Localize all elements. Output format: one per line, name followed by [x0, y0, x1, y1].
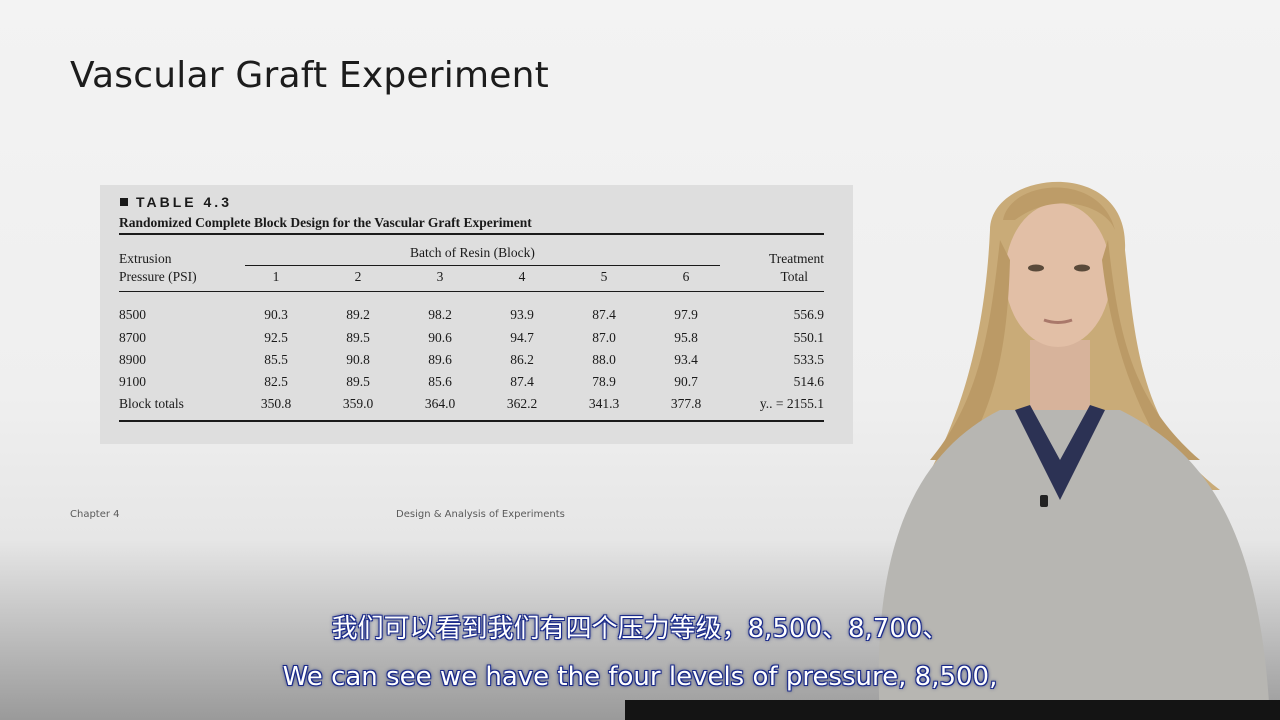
row-total: 514.6 [793, 374, 824, 389]
table-cell: 98.2 [428, 307, 452, 322]
mouth [1043, 318, 1073, 324]
shirt-collar [1015, 405, 1105, 500]
group-header-rule [245, 265, 720, 266]
block-header-2: 2 [354, 269, 362, 284]
neck [1030, 340, 1090, 420]
table-cell: 97.9 [674, 307, 698, 322]
total-header-line2: Total [780, 269, 808, 284]
row-label: 9100 [119, 374, 146, 389]
table-cell: 87.4 [592, 307, 616, 322]
table-caption: Randomized Complete Block Design for the… [119, 215, 532, 230]
subtitle-english: We can see we have the four levels of pr… [282, 662, 998, 692]
lapel-mic-icon [1040, 495, 1048, 507]
footer-chapter: Chapter 4 [70, 509, 120, 520]
table-cell: 85.6 [428, 374, 452, 389]
hair-left [930, 240, 1010, 460]
table-bottom-rule [119, 420, 824, 422]
table-cell: 85.5 [264, 352, 288, 367]
table-label: TABLE 4.3 [120, 194, 232, 210]
hair-right [1102, 240, 1200, 460]
header-bottom-rule [119, 291, 824, 292]
table-cell: 87.4 [510, 374, 534, 389]
table-top-rule [119, 233, 824, 235]
table-cell: 82.5 [264, 374, 288, 389]
presenter-video [878, 181, 1270, 720]
table-cell: 89.5 [346, 330, 370, 345]
sweater [878, 410, 1270, 720]
row-total: 556.9 [793, 307, 824, 322]
table-cell: 86.2 [510, 352, 534, 367]
total-header-line1: Treatment [769, 251, 824, 266]
group-header: Batch of Resin (Block) [410, 245, 535, 260]
left-eye [1028, 264, 1044, 272]
table-cell: 89.6 [428, 352, 452, 367]
face [1005, 203, 1111, 347]
table-cell: 93.4 [674, 352, 698, 367]
row-label: Block totals [119, 396, 184, 411]
table-cell: 90.6 [428, 330, 452, 345]
hair-fringe [1003, 187, 1115, 230]
row-label: 8700 [119, 330, 146, 345]
table-cell: 93.9 [510, 307, 534, 322]
table-cell: 89.2 [346, 307, 370, 322]
table-cell: 341.3 [588, 396, 620, 411]
table-cell: 90.3 [264, 307, 288, 322]
block-header-3: 3 [436, 269, 444, 284]
row-total: 550.1 [793, 330, 824, 345]
slide-title: Vascular Graft Experiment [70, 55, 549, 96]
block-header-4: 4 [518, 269, 526, 284]
table-panel: TABLE 4.3 Randomized Complete Block Desi… [100, 185, 853, 444]
table-cell: 92.5 [264, 330, 288, 345]
block-header-1: 1 [272, 269, 280, 284]
right-eye [1074, 264, 1090, 272]
table-cell: 94.7 [510, 330, 534, 345]
table-cell: 350.8 [260, 396, 292, 411]
stub-header-line1: Extrusion [119, 251, 172, 266]
table-cell: 88.0 [592, 352, 616, 367]
footer-course: Design & Analysis of Experiments [396, 509, 565, 520]
table-cell: 362.2 [506, 396, 538, 411]
table-cell: 359.0 [342, 396, 374, 411]
table-cell: 89.5 [346, 374, 370, 389]
table-cell: 90.8 [346, 352, 370, 367]
stub-header-line2: Pressure (PSI) [119, 269, 197, 284]
row-label: 8900 [119, 352, 146, 367]
block-header-5: 5 [600, 269, 608, 284]
table-cell: 377.8 [670, 396, 702, 411]
table-cell: 78.9 [592, 374, 616, 389]
grand-total: y.. = 2155.1 [759, 396, 824, 411]
podium-edge [625, 700, 1280, 720]
bullet-square-icon [120, 198, 128, 206]
subtitle-chinese: 我们可以看到我们有四个压力等级，8,500、8,700、 [331, 614, 949, 644]
table-label-text: TABLE 4.3 [136, 194, 232, 210]
row-total: 533.5 [793, 352, 824, 367]
row-label: 8500 [119, 307, 146, 322]
table-cell: 87.0 [592, 330, 616, 345]
block-header-6: 6 [682, 269, 690, 284]
table-cell: 364.0 [424, 396, 456, 411]
table-cell: 95.8 [674, 330, 698, 345]
table-cell: 90.7 [674, 374, 698, 389]
